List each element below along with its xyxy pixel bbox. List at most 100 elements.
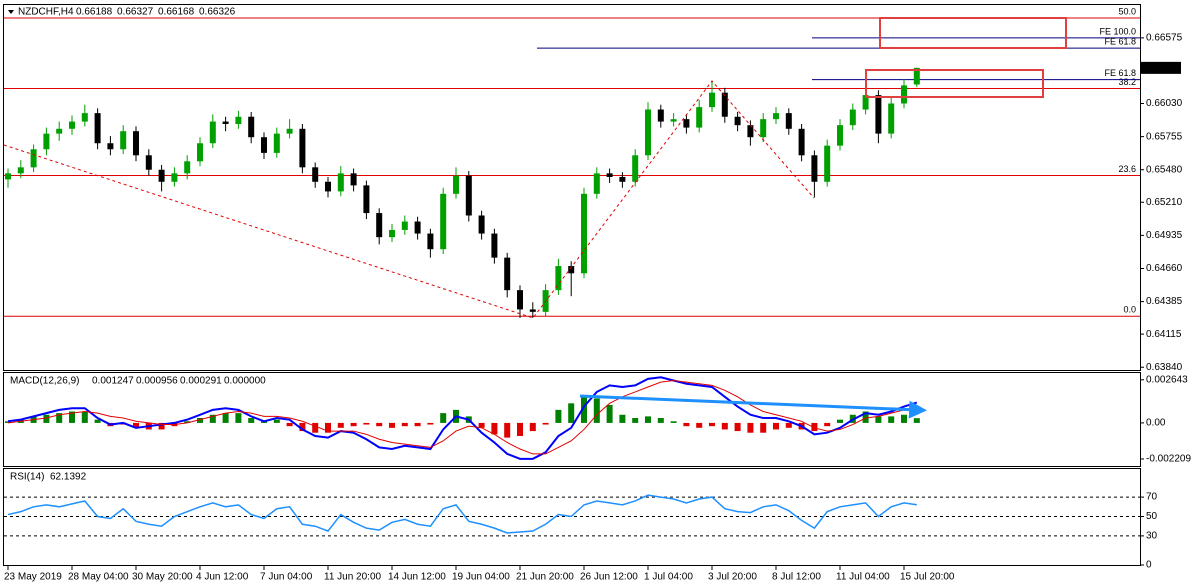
histogram-bar — [862, 411, 869, 423]
candle-body — [593, 173, 600, 194]
x-tick-label: 14 Jun 12:00 — [388, 572, 446, 583]
candle-body — [56, 128, 63, 134]
histogram-bar — [5, 421, 11, 423]
plot-layer: 0.66575 0.66030 0.65755 0.65480 0.65210 0.649… — [4, 6, 1191, 583]
histogram-bar — [670, 421, 677, 423]
current-price: 0.66326 — [1144, 63, 1181, 74]
histogram-bar — [325, 422, 331, 433]
candle-body — [747, 125, 754, 138]
fe-label: FE 61.8 — [1104, 68, 1136, 78]
histogram-bar — [222, 413, 229, 423]
histogram-bar — [478, 422, 485, 428]
histogram-bar — [81, 411, 88, 423]
candle-body — [849, 109, 856, 126]
candle-body — [184, 161, 191, 174]
histogram-bar — [696, 422, 703, 428]
candle-body — [683, 119, 690, 128]
y-tick-label: -0.002209 — [1146, 454, 1191, 465]
candle-body — [811, 155, 818, 182]
candle-body — [120, 131, 127, 150]
candle-body — [517, 290, 523, 310]
histogram-bar — [606, 404, 613, 423]
histogram-bar — [721, 422, 728, 430]
x-tick-label: 23 May 2019 — [4, 572, 62, 583]
candle-body — [69, 121, 75, 129]
histogram-bar — [773, 422, 779, 430]
candle-body — [901, 85, 907, 104]
candle-body — [670, 119, 677, 122]
candle-body — [632, 155, 639, 182]
histogram-bar — [363, 422, 370, 425]
histogram-bar — [683, 422, 690, 427]
macd-value: 0.000291 — [180, 376, 222, 387]
candle-body — [875, 95, 882, 134]
histogram-bar — [760, 422, 767, 433]
histogram-bar — [209, 414, 216, 423]
histogram-bar — [901, 414, 907, 423]
candle-body — [171, 173, 178, 182]
candle-body — [376, 213, 383, 238]
histogram-bar — [529, 422, 536, 432]
candle-body — [721, 92, 728, 117]
histogram-bar — [504, 422, 511, 438]
histogram-bar — [299, 422, 306, 432]
histogram-bar — [837, 419, 843, 423]
main-panel — [3, 4, 1141, 371]
candle-body — [529, 309, 536, 312]
candle-body — [696, 107, 703, 128]
candle-body — [619, 176, 626, 182]
macd-value: 0.001247 — [92, 376, 134, 387]
candle-body — [17, 167, 24, 174]
histogram-bar — [401, 422, 408, 427]
y-tick-label: 50 — [1146, 511, 1158, 522]
histogram-bar — [414, 422, 421, 427]
fib-label: 38.2 — [1118, 77, 1136, 87]
zigzag-annotation — [3, 80, 815, 319]
candle-body — [491, 233, 498, 258]
macd-value: 0.000956 — [136, 376, 178, 387]
candle-body — [862, 95, 869, 110]
menu-triangle — [8, 10, 14, 14]
y-tick-label: 0.002643 — [1146, 374, 1188, 385]
macd-panel — [3, 372, 1141, 467]
y-tick-label: 0.00 — [1146, 418, 1166, 429]
histogram-bar — [248, 418, 255, 423]
y-tick-label: 0.65210 — [1146, 197, 1183, 208]
candle-body — [504, 257, 511, 291]
x-tick-label: 1 Jul 04:00 — [644, 572, 693, 583]
candle-body — [107, 143, 114, 150]
candle-body — [30, 149, 37, 168]
candle-body — [440, 193, 447, 250]
histogram-bar — [158, 422, 165, 430]
histogram-bar — [555, 409, 562, 423]
histogram-bar — [593, 398, 600, 423]
candle-body — [235, 116, 242, 124]
histogram-bar — [312, 422, 319, 433]
histogram-bar — [197, 418, 203, 423]
x-tick-label: 21 Jun 20:00 — [516, 572, 574, 583]
y-tick-label: 0.66575 — [1146, 33, 1183, 44]
x-tick-label: 28 May 04:00 — [68, 572, 129, 583]
fib-label: 0.0 — [1123, 305, 1136, 315]
candle-body — [798, 128, 805, 156]
candle-body — [5, 173, 11, 180]
histogram-bar — [337, 422, 344, 428]
histogram-bar — [747, 422, 754, 433]
candle-body — [785, 113, 792, 129]
histogram-bar — [184, 421, 191, 423]
x-tick-label: 4 Jun 12:00 — [196, 572, 249, 583]
histogram-bar — [43, 414, 50, 423]
histogram-bar — [888, 416, 895, 423]
fib-label: 23.6 — [1118, 164, 1136, 174]
x-tick-label: 11 Jun 20:00 — [324, 572, 382, 583]
candle-body — [43, 133, 50, 150]
high-value: 0.66327 — [117, 7, 154, 18]
x-tick-label: 15 Jul 20:00 — [900, 572, 955, 583]
target-box — [879, 17, 1067, 49]
histogram-bar — [491, 422, 498, 435]
x-tick-label: 19 Jun 04:00 — [452, 572, 510, 583]
candle-body — [158, 169, 165, 182]
histogram-bar — [785, 422, 792, 428]
histogram-bar — [709, 422, 715, 427]
